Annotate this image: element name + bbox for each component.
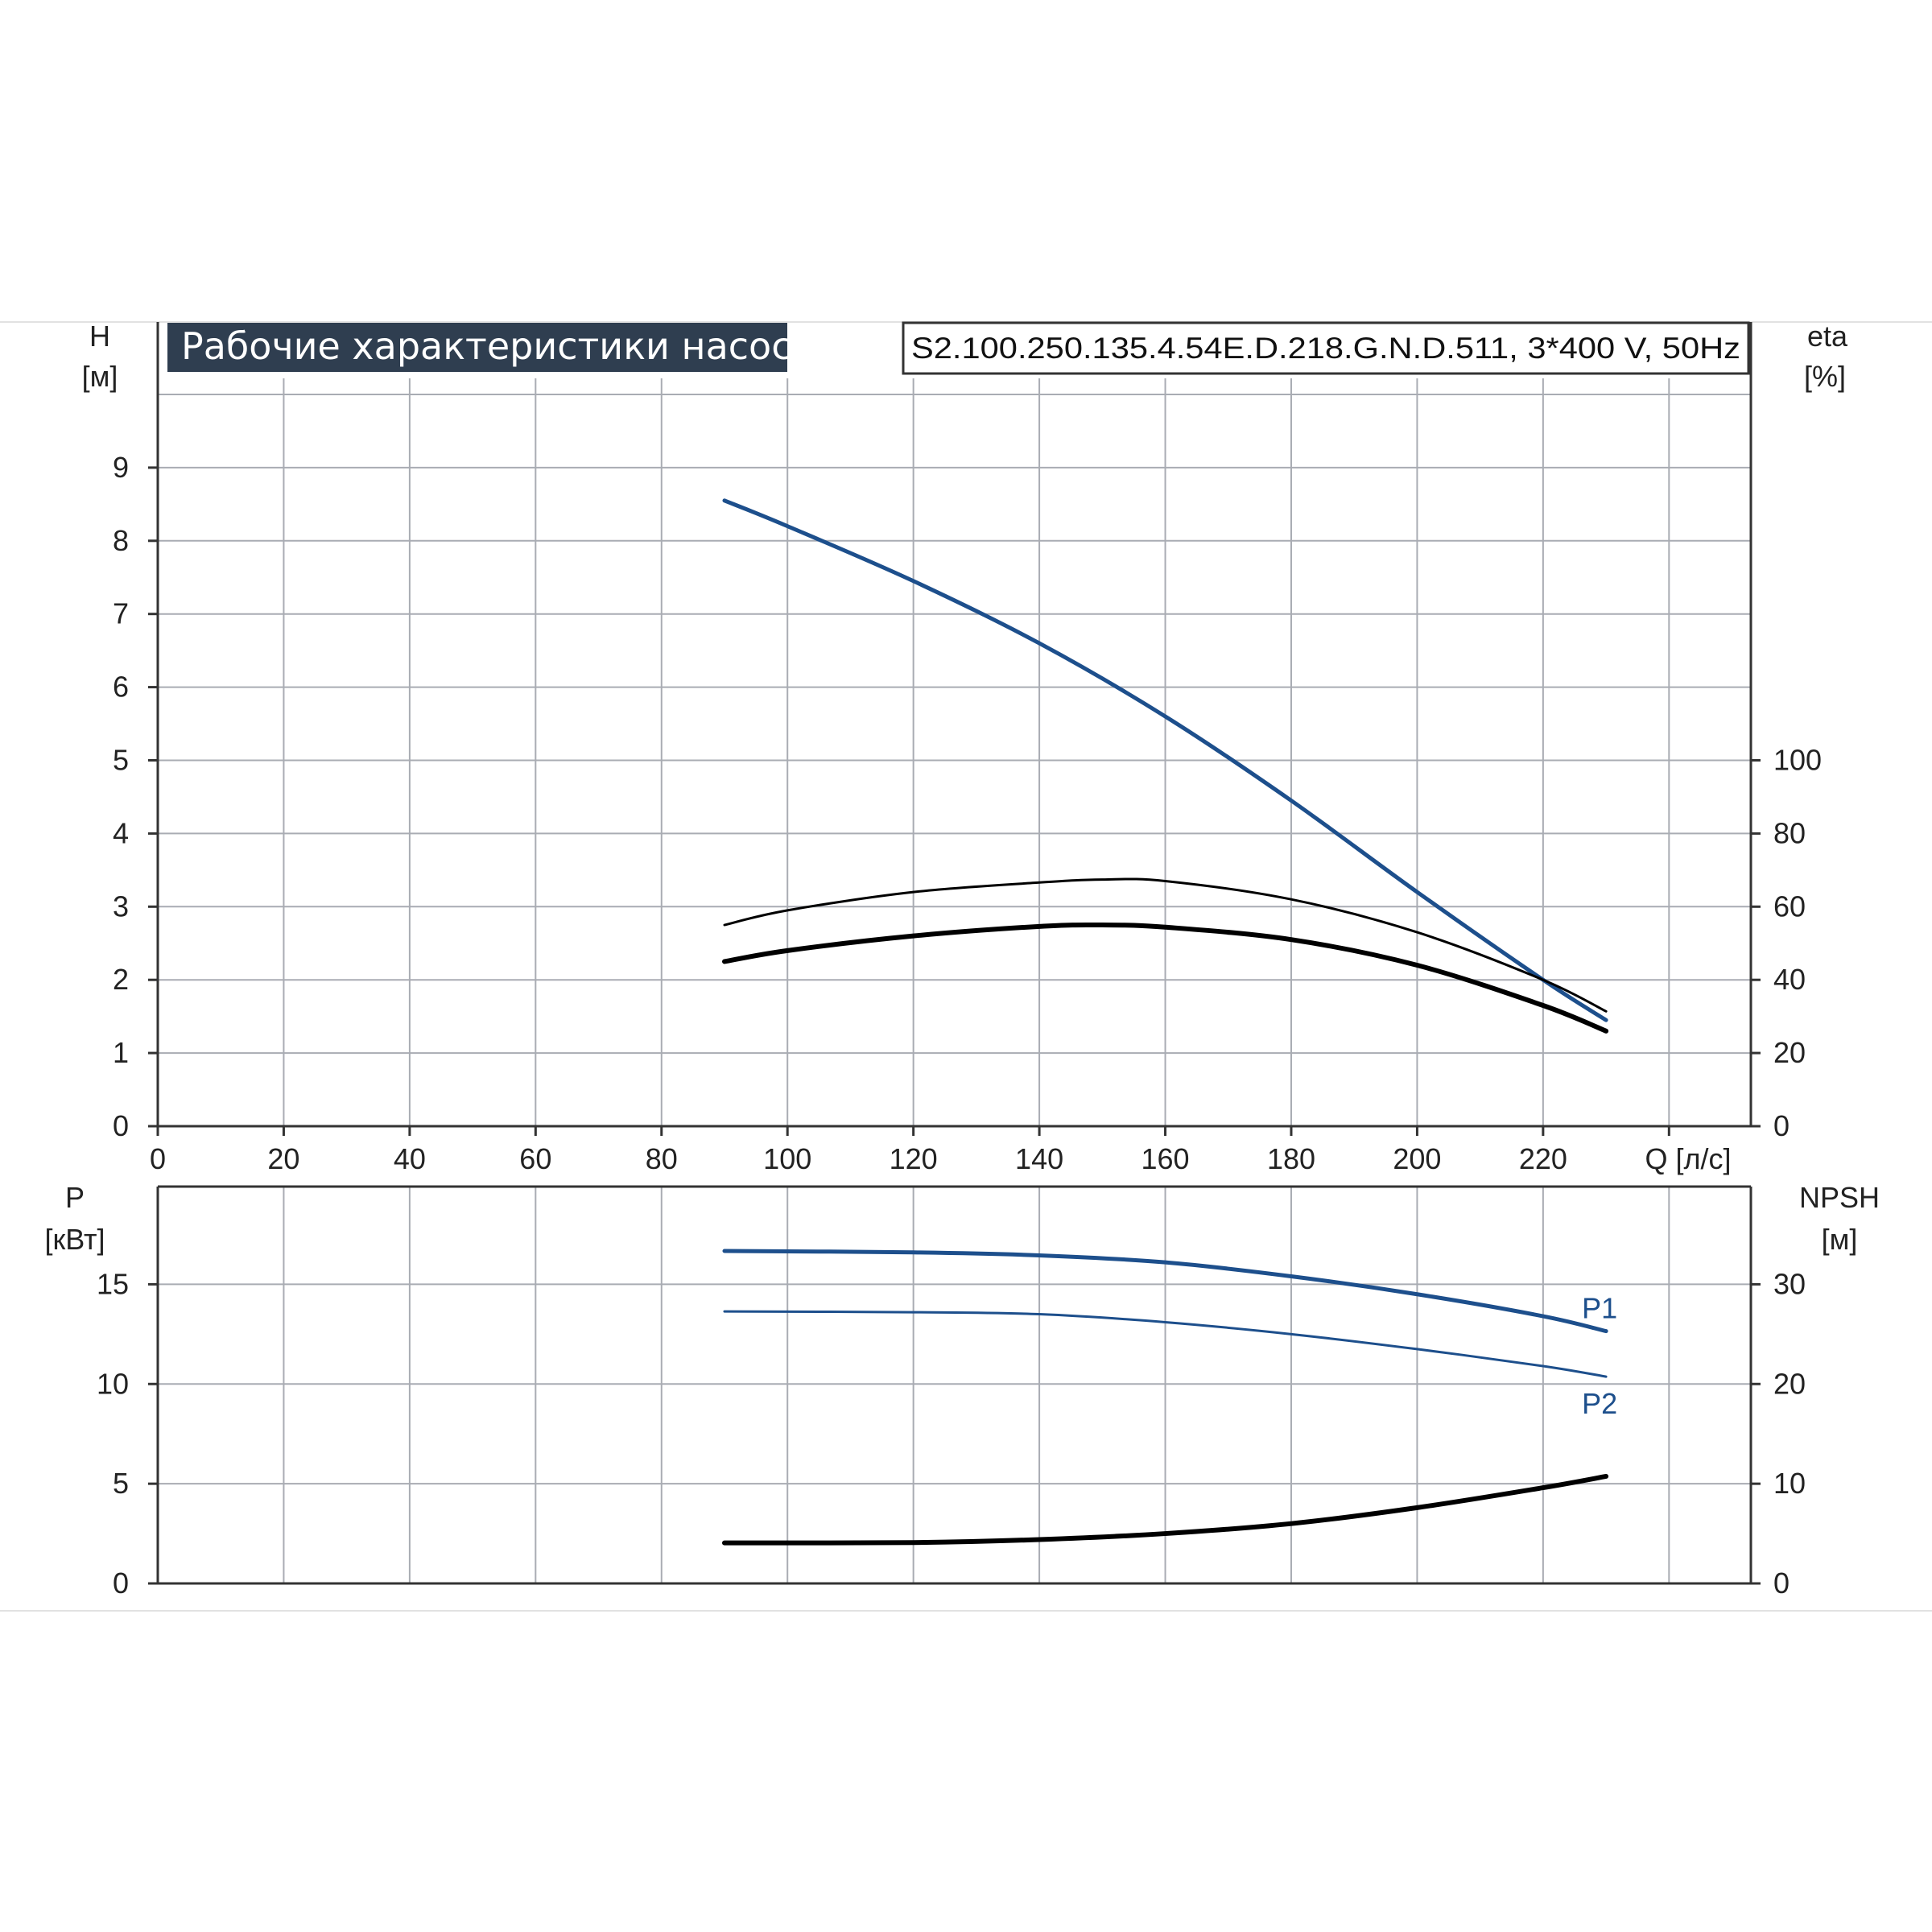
p-axis-label: P	[65, 1181, 85, 1214]
title-banner	[167, 323, 787, 372]
curve-eta-total	[721, 922, 1609, 1034]
x-tick-label: 60	[519, 1142, 551, 1175]
x-tick-label: 200	[1393, 1142, 1441, 1175]
model-box	[902, 321, 1750, 375]
p-axis-unit: [кВт]	[44, 1223, 105, 1256]
y-tick-label: 0	[113, 1109, 129, 1142]
eta-axis-unit: [%]	[1804, 360, 1846, 393]
x-tick-label: 160	[1141, 1142, 1190, 1175]
h-axis-label: H	[89, 320, 110, 353]
y-tick-label: 6	[113, 671, 129, 704]
curve-p1	[722, 1249, 1608, 1334]
x-tick-label: 80	[646, 1142, 678, 1175]
y-tick-label: 5	[113, 744, 129, 777]
y-tick-label: 15	[97, 1267, 129, 1300]
y2-tick-label: 0	[1773, 1109, 1790, 1142]
y-tick-label: 9	[113, 451, 129, 484]
x-tick-label: 180	[1267, 1142, 1315, 1175]
y-tick-label: 8	[113, 524, 129, 557]
model-label: S2.100.250.135.4.54E.D.218.G.N.D.511, 3*…	[911, 332, 1740, 365]
curve-npsh	[721, 1473, 1609, 1546]
x-tick-label: 220	[1519, 1142, 1567, 1175]
bottom-grid	[156, 1185, 1752, 1585]
chart-title: Рабочие характеристики насоса	[181, 324, 815, 368]
y-tick-label: 1	[113, 1036, 129, 1069]
y2-tick-label: 20	[1773, 1367, 1806, 1400]
curve-label-p1: P1	[1582, 1292, 1617, 1325]
curves: P1 P2	[721, 498, 1617, 1546]
npsh-axis-label: NPSH	[1799, 1181, 1880, 1214]
y2-tick-label: 80	[1773, 816, 1806, 849]
x-tick-label: 20	[267, 1142, 299, 1175]
y2-tick-label: 60	[1773, 890, 1806, 923]
y-tick-label: 4	[113, 816, 129, 849]
q-axis-label: Q [л/с]	[1645, 1142, 1731, 1175]
curve-label-p2: P2	[1582, 1387, 1617, 1420]
curve-h	[722, 498, 1608, 1022]
y-tick-label: 3	[113, 890, 129, 923]
y2-tick-label: 20	[1773, 1036, 1806, 1069]
curve-p2	[723, 1310, 1608, 1378]
y-tick-label: 2	[113, 963, 129, 996]
curve-eta	[723, 877, 1608, 1013]
y-tick-label: 0	[113, 1567, 129, 1600]
x-tick-label: 0	[150, 1142, 166, 1175]
y2-tick-label: 40	[1773, 963, 1806, 996]
x-tick-label: 140	[1015, 1142, 1063, 1175]
y2-tick-label: 30	[1773, 1267, 1806, 1300]
y-tick-label: 5	[113, 1467, 129, 1500]
x-tick-label: 40	[394, 1142, 426, 1175]
top-grid	[156, 322, 1752, 1128]
eta-axis-label: eta	[1807, 320, 1848, 353]
x-tick-label: 100	[763, 1142, 811, 1175]
y2-tick-label: 0	[1773, 1567, 1790, 1600]
y-tick-label: 7	[113, 597, 129, 630]
x-tick-label: 120	[890, 1142, 938, 1175]
npsh-axis-unit: [м]	[1822, 1223, 1858, 1256]
h-axis-unit: [м]	[82, 360, 118, 393]
y-tick-label: 10	[97, 1367, 129, 1400]
y2-tick-label: 100	[1773, 744, 1822, 777]
y2-tick-label: 10	[1773, 1467, 1806, 1500]
